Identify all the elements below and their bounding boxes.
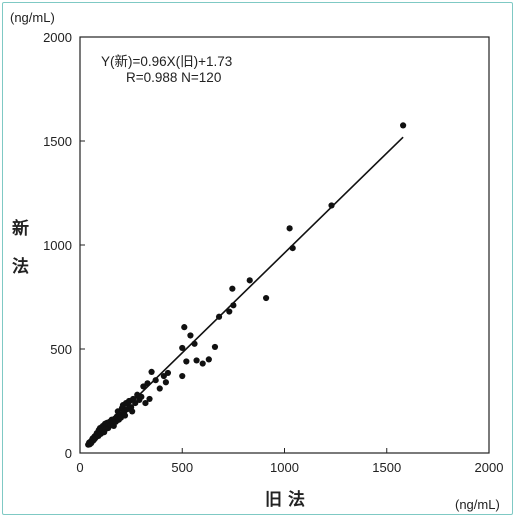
data-point (129, 408, 136, 415)
x-tick-label: 1000 (270, 460, 299, 475)
data-point (328, 202, 335, 209)
data-point (193, 357, 200, 364)
x-axis-label: 旧 法 (265, 489, 305, 510)
data-point (215, 313, 223, 320)
data-point (400, 122, 407, 129)
data-point (144, 380, 151, 387)
data-point (162, 379, 169, 386)
regression-stats: R=0.988 N=120 (126, 70, 221, 85)
y-tick-label: 1500 (43, 134, 72, 149)
x-unit-label: (ng/mL) (455, 497, 500, 512)
plot-area (79, 36, 490, 454)
data-point (179, 344, 186, 352)
regression-line-group (87, 136, 404, 446)
data-point (191, 340, 198, 347)
data-point (211, 343, 219, 351)
data-point (289, 245, 296, 252)
data-point (156, 385, 163, 392)
axis-ticks: 0 500 1000 1500 2000 0 500 1000 1500 2000 (43, 30, 503, 475)
data-point (142, 399, 149, 407)
y-axis-label-2: 法 (12, 256, 29, 277)
y-tick-label: 0 (65, 446, 72, 461)
data-point (148, 368, 155, 375)
data-point (179, 372, 186, 380)
data-point (187, 332, 194, 339)
data-point (229, 285, 236, 292)
data-point (152, 377, 159, 384)
data-point (226, 308, 233, 315)
y-axis-label-1: 新 (12, 218, 29, 239)
y-tick-label: 2000 (43, 30, 72, 45)
x-tick-label: 1500 (372, 460, 401, 475)
chart-frame (2, 2, 513, 515)
y-tick-label: 1000 (43, 238, 72, 253)
data-point (230, 302, 237, 309)
data-point (199, 360, 206, 367)
y-tick-label: 500 (50, 342, 72, 357)
data-point (181, 324, 188, 331)
data-point (146, 395, 153, 403)
data-point (246, 277, 253, 284)
data-point (205, 356, 212, 363)
y-unit-label: (ng/mL) (10, 10, 55, 25)
data-point (183, 358, 190, 365)
data-point (164, 369, 172, 377)
data-points (85, 122, 407, 448)
data-point (262, 294, 270, 302)
x-tick-label: 0 (76, 460, 83, 475)
x-tick-label: 500 (171, 460, 193, 475)
data-point (121, 412, 129, 419)
data-point (138, 393, 145, 400)
regression-line (87, 136, 404, 446)
data-point (286, 225, 293, 232)
x-tick-label: 2000 (475, 460, 504, 475)
regression-equation: Y(新)=0.96X(旧)+1.73 (101, 54, 232, 69)
